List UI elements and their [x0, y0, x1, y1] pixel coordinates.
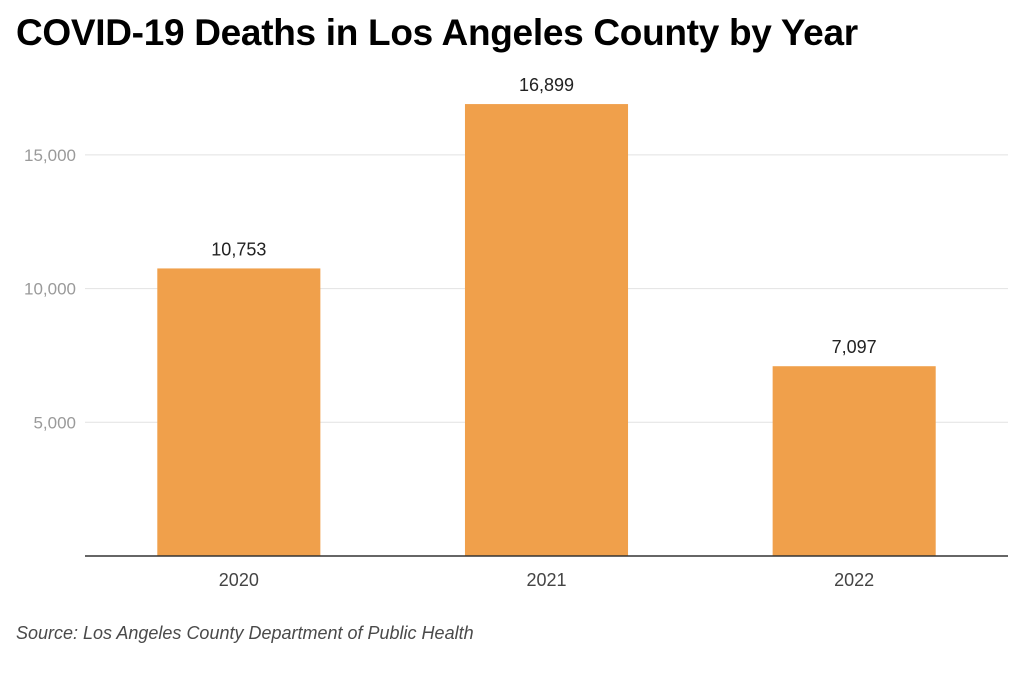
x-tick-label: 2021: [526, 570, 566, 590]
x-axis-ticks: 2020 2021 2022: [219, 570, 874, 590]
y-tick-label: 5,000: [33, 413, 76, 432]
bar-2022: [772, 366, 936, 556]
y-tick-label: 10,000: [24, 280, 76, 299]
bar-2021: [464, 104, 629, 557]
source-note: Source: Los Angeles County Department of…: [16, 623, 474, 643]
data-label: 7,097: [832, 337, 877, 357]
x-tick-label: 2020: [219, 570, 259, 590]
data-label: 16,899: [519, 75, 574, 95]
data-labels: 10,753 16,899 7,097: [211, 75, 876, 357]
chart-title: COVID-19 Deaths in Los Angeles County by…: [16, 12, 858, 53]
x-tick-label: 2022: [834, 570, 874, 590]
y-tick-label: 15,000: [24, 146, 76, 165]
data-label: 10,753: [211, 239, 266, 259]
bar-2020: [157, 268, 321, 556]
bars: [157, 104, 936, 557]
y-axis-ticks: 5,000 10,000 15,000: [24, 146, 76, 432]
